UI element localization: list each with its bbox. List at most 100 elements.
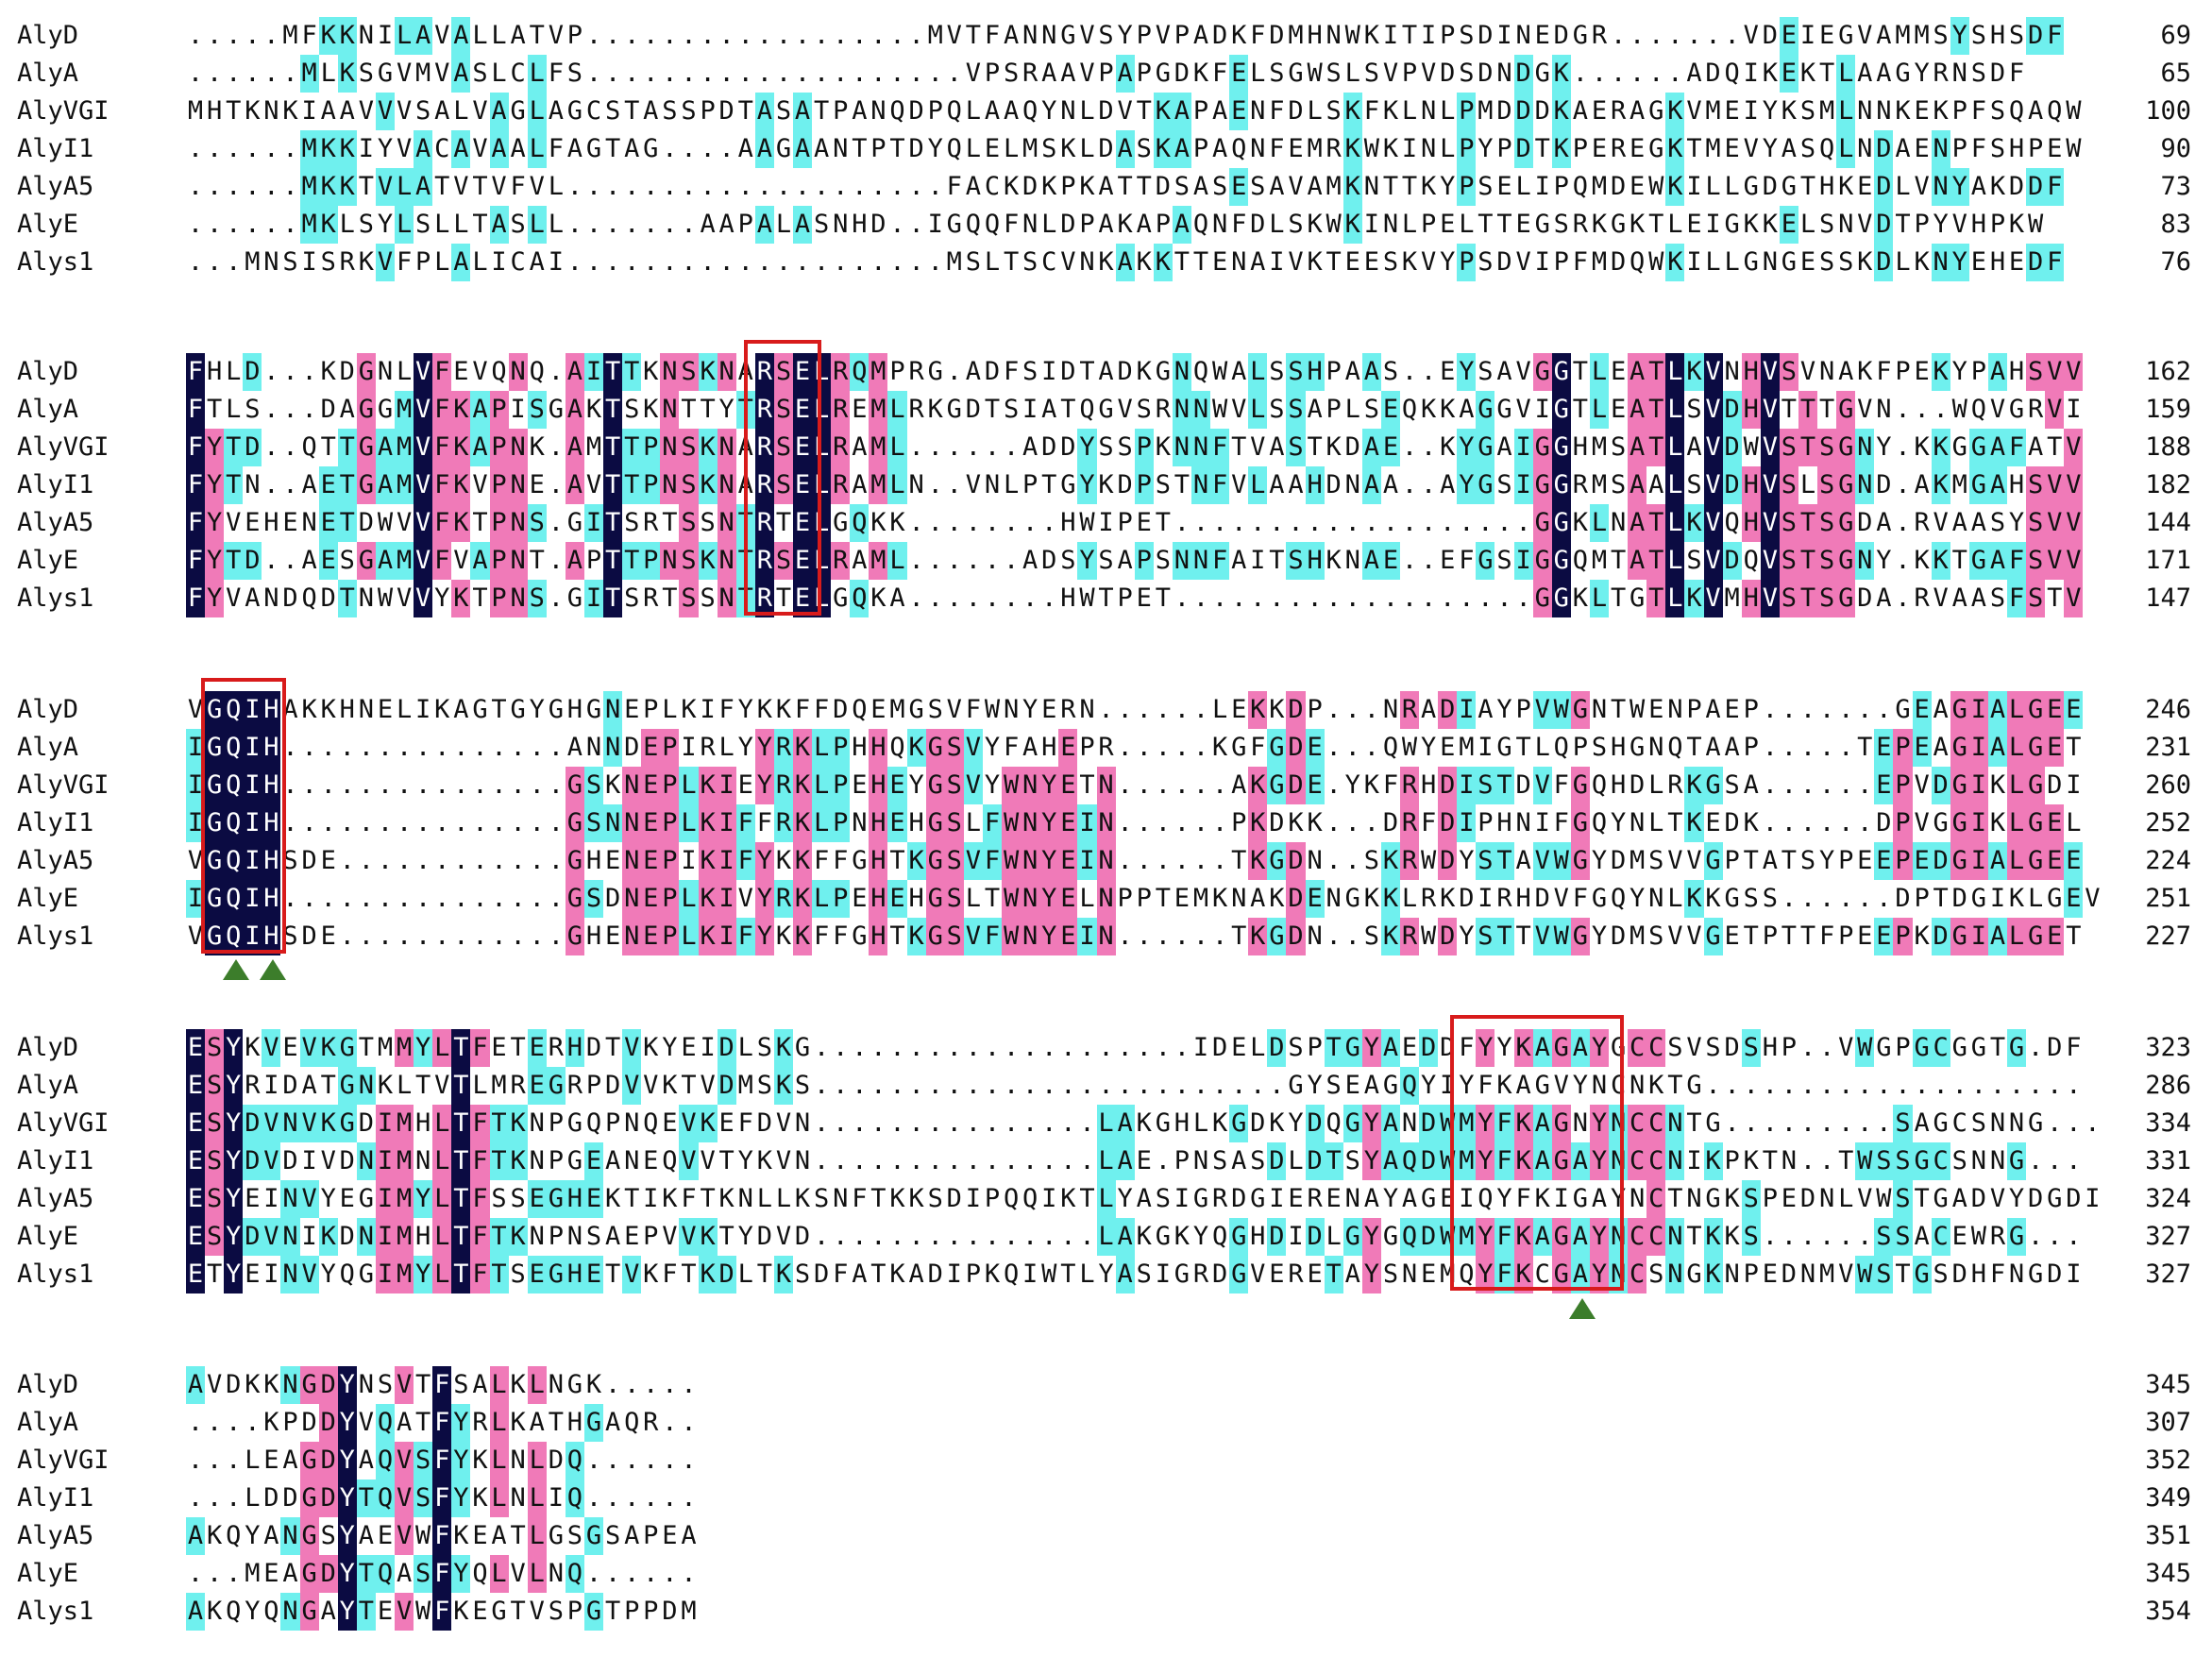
alignment-row: AlyA I G Q I H............... A N N D E P I R L Y Y R K L P H… <box>0 729 2212 767</box>
residue-count: 324 <box>2145 1184 2191 1213</box>
alignment-row: Alys1 ... M N S I S R K V F P L A L I C A I...............… <box>0 244 2212 281</box>
residue-count: 260 <box>2145 770 2191 800</box>
residue-count: 334 <box>2145 1108 2191 1138</box>
catalytic-site-marker-icon <box>260 959 286 980</box>
sequence-name: AlyVGI <box>17 432 110 462</box>
alignment-row: AlyD E S Y K V E V K G T M M Y L T F E T E R H D T V K Y E I D L S K G...… <box>0 1029 2212 1067</box>
sequence-name: Alys1 <box>17 921 94 951</box>
alignment-block: AlyD ..... M F K K N I L A V A L L A T V P...............… <box>0 17 2212 281</box>
alignment-row: AlyVGI ... L E A G D Y A Q V S F Y K L N L D Q...... 352 <box>0 1442 2212 1479</box>
sequence-name: AlyVGI <box>17 770 110 800</box>
alignment-row: AlyE E S Y D V N I K D N I M H L T F T K N P N S A E P V V K T Y D V D...… <box>0 1218 2212 1256</box>
residue-count: 144 <box>2145 508 2191 537</box>
motif-highlight-box <box>1450 1015 1624 1291</box>
sequence-name: AlyD <box>17 1033 79 1062</box>
sequence-name: AlyD <box>17 357 79 386</box>
residue-count: 182 <box>2145 470 2191 499</box>
alignment-row: AlyA5 ...... M K K T V L A T V T V F V L...............… <box>0 168 2212 206</box>
sequence-name: AlyE <box>17 210 79 239</box>
alignment-row: AlyD V G Q I H A K K H N E L I K A G T G Y G H G N E P L K I F Y K K F F D Q… <box>0 691 2212 729</box>
residue-count: 73 <box>2160 172 2191 201</box>
alignment-row: AlyVGI E S Y D V N V K G D I M H L T F T K N P G Q P N Q E V K E F D V N.… <box>0 1105 2212 1142</box>
alignment-row: AlyA .... K P D D Y V Q A T F Y R L K A T H G A Q R.. 307 <box>0 1404 2212 1442</box>
sequence-name: AlyE <box>17 546 79 575</box>
residue-count: 224 <box>2145 846 2191 875</box>
sequence-name: AlyE <box>17 1222 79 1251</box>
residue-count: 83 <box>2160 210 2191 239</box>
sequence-name: AlyA5 <box>17 508 94 537</box>
residue-count: 100 <box>2145 96 2191 126</box>
sequence-name: AlyA <box>17 733 79 762</box>
sequence-name: AlyVGI <box>17 1108 110 1138</box>
alignment-row: AlyA E S Y R I D A T G N K L T V T L M R E G R P D V V K T V D M S K S...… <box>0 1067 2212 1105</box>
sequence-name: AlyD <box>17 21 79 50</box>
residue-count: 349 <box>2145 1483 2191 1513</box>
residue-count: 351 <box>2145 1521 2191 1550</box>
residue-count: 252 <box>2145 808 2191 837</box>
sequence-name: AlyI1 <box>17 134 94 163</box>
alignment-row: AlyI1 ...... M K K I Y V A C A V A A L F A G T A G.... A A G A A N… <box>0 130 2212 168</box>
alignment-row: AlyA5 A K Q Y A N G S Y A E V W F K E A T L G S G S A P E A 351 <box>0 1517 2212 1555</box>
alignment-row: Alys1 F Y V A N D Q D T N W V V Y K T P N S. G I T S R T S S N T R T E L G… <box>0 580 2212 617</box>
sequence-name: AlyA <box>17 1408 79 1437</box>
alignment-row: Alys1 A K Q Y Q N G A Y T E V W F K E G T V S P G T P P D M 354 <box>0 1593 2212 1631</box>
residue-count: 331 <box>2145 1146 2191 1175</box>
residue-count: 159 <box>2145 395 2191 424</box>
residue-count: 147 <box>2145 583 2191 613</box>
alignment-row: AlyVGI I G Q I H............... G S K N E P L K I E Y R K L… <box>0 767 2212 804</box>
sequence-name: AlyI1 <box>17 808 94 837</box>
sequence-name: AlyI1 <box>17 1483 94 1513</box>
residue-count: 246 <box>2145 695 2191 724</box>
alignment-row: Alys1 E T Y E I N V Y Q G I M Y L T F T S E G H E T V K F T K D L T K S D F… <box>0 1256 2212 1293</box>
sequence-name: AlyVGI <box>17 96 110 126</box>
alignment-row: AlyA F T L S... D A G G M V F K A P I S G A K T S K N T T Y T R S E L R E… <box>0 391 2212 429</box>
alignment-row: AlyE ... M E A G D Y T Q A S F Y Q L V L N Q...... 345 <box>0 1555 2212 1593</box>
sequence-name: AlyE <box>17 1559 79 1588</box>
residue-count: 354 <box>2145 1597 2191 1626</box>
sequence-name: AlyA <box>17 1071 79 1100</box>
alignment-row: AlyE F Y T D.. A E S G A M V F V A P N T. A P T T P N S K N T R S E L R A… <box>0 542 2212 580</box>
sequence-name: AlyD <box>17 695 79 724</box>
alignment-row: AlyI1 F Y T N.. A E T G A M V F K V P N E. A V T T P N S K N A R S E L R… <box>0 466 2212 504</box>
alignment-row: Alys1 V G Q I H S D E............ G H E N E P L K I F Y K K F F… <box>0 918 2212 955</box>
sequence-name: AlyI1 <box>17 470 94 499</box>
sequence-name: AlyA5 <box>17 172 94 201</box>
alignment-block: AlyD E S Y K V E V K G T M M Y L T F E T E R H D T V K Y E I D L S K G...… <box>0 1029 2212 1293</box>
alignment-row: AlyA5 E S Y E I N V Y E G I M Y L T F S S E G H E K T I K F T K N L L K S N… <box>0 1180 2212 1218</box>
alignment-row: AlyE ...... M K L S Y L S L L T A S L L....... A A P A L A S N H… <box>0 206 2212 244</box>
sequence-name: AlyA5 <box>17 1184 94 1213</box>
catalytic-site-marker-icon <box>1569 1298 1596 1319</box>
alignment-row: AlyD F H L D... K D G N L V F E V Q N Q. A I T T K N S K N A R S E L R Q… <box>0 353 2212 391</box>
sequence-name: Alys1 <box>17 1597 94 1626</box>
residue-count: 345 <box>2145 1370 2191 1399</box>
alignment-row: AlyE I G Q I H............... G S D N E P L K I V Y R K L P E… <box>0 880 2212 918</box>
residue-count: 90 <box>2160 134 2191 163</box>
residue-count: 171 <box>2145 546 2191 575</box>
sequence-name: Alys1 <box>17 1260 94 1289</box>
residue-count: 162 <box>2145 357 2191 386</box>
